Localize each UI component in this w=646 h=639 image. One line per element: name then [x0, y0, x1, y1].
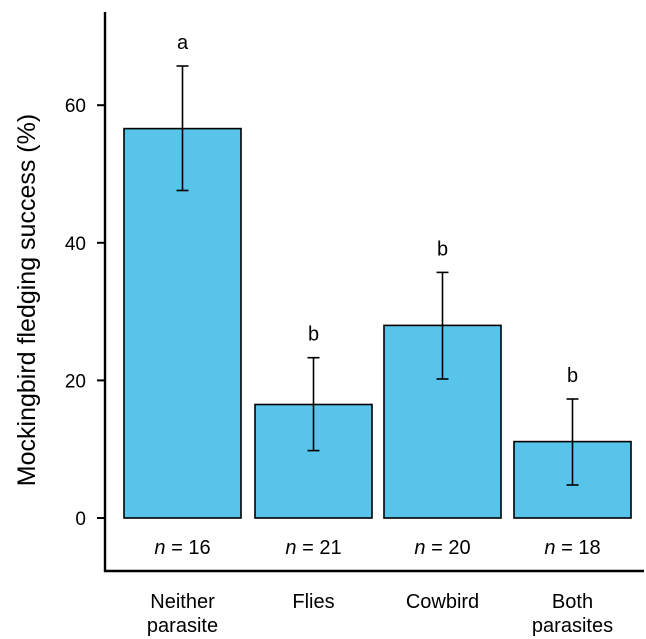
x-tick-label-line2: parasite — [147, 615, 218, 637]
significance-label: b — [437, 238, 448, 260]
error-bars-group — [176, 65, 579, 486]
bar — [123, 127, 242, 519]
x-tick-label: Both — [552, 591, 593, 613]
sample-size-label: n = 20 — [414, 537, 470, 559]
significance-label: a — [177, 32, 189, 54]
x-tick-label: Flies — [292, 591, 334, 613]
y-tick-label: 40 — [65, 234, 86, 255]
significance-label: b — [308, 324, 319, 346]
sample-size-label: n = 16 — [154, 537, 210, 559]
y-axis-label: Mockingbird fledging success (%) — [13, 114, 41, 486]
x-tick-label: Neither — [150, 591, 215, 613]
y-tick-label: 60 — [65, 96, 86, 117]
sample-size-label: n = 21 — [285, 537, 341, 559]
bars-group — [123, 127, 632, 519]
x-tick-label-line2: parasites — [532, 615, 613, 637]
sample-size-label: n = 18 — [544, 537, 600, 559]
x-tick-label: Cowbird — [406, 591, 479, 613]
y-tick-label: 20 — [65, 371, 86, 392]
y-ticks-group: 0 20 40 60 — [65, 96, 105, 530]
y-tick-label: 0 — [75, 509, 86, 530]
significance-label: b — [567, 365, 578, 387]
